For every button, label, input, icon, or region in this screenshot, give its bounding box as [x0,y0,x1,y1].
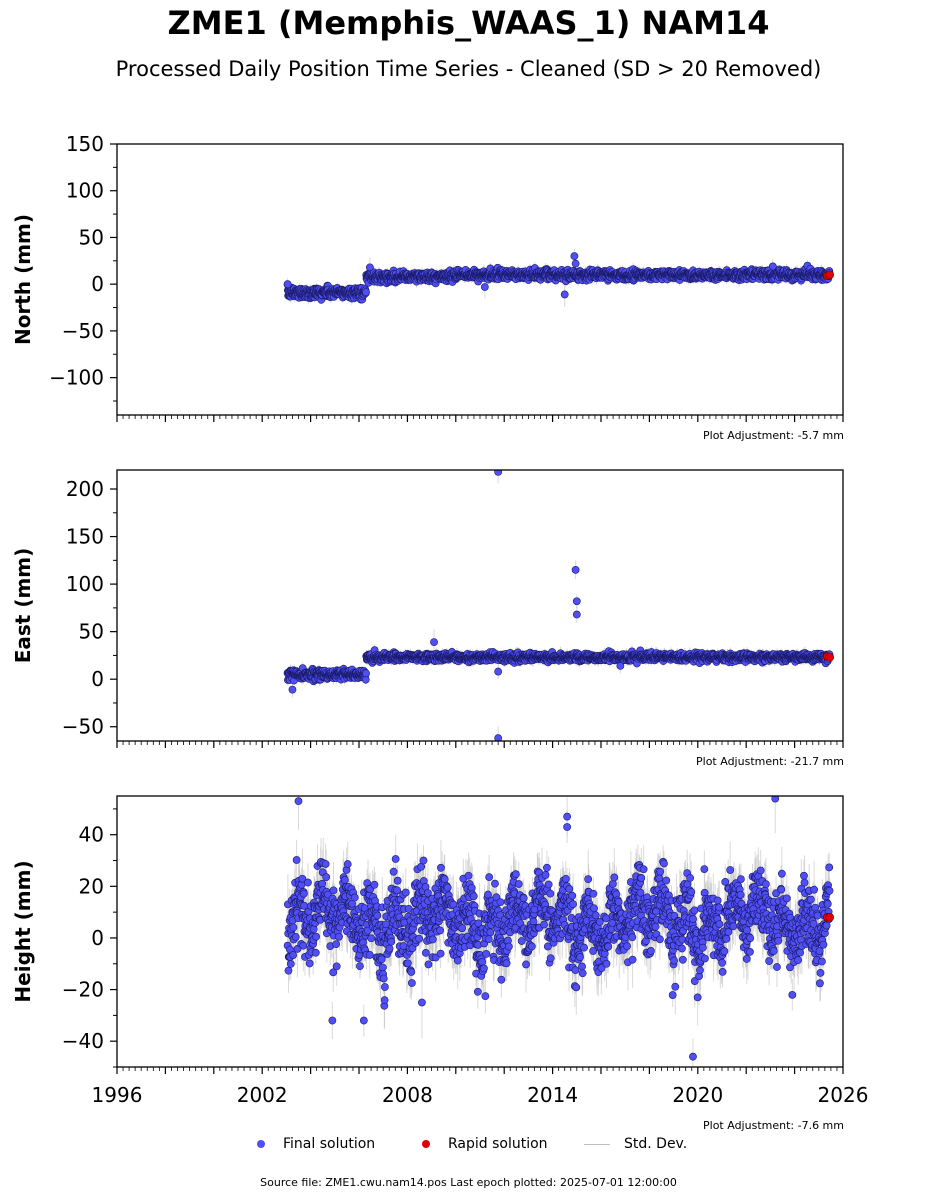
y-tick-label: 0 [91,272,104,296]
final-solution-point [571,259,580,268]
panel-data-0 [283,248,834,307]
y-tick-label: −100 [49,366,104,390]
final-solution-point [362,288,370,297]
final-solution-point [570,252,579,261]
panel-data-1 [283,470,834,741]
y-axis-label: North (mm) [11,214,35,345]
rapid-solution-point [825,270,834,280]
final-solution-point [283,280,292,289]
y-tick-label: −50 [62,319,104,343]
y-tick-label: 100 [66,179,104,203]
final-solution-point [480,283,489,291]
y-tick-label: 150 [66,132,104,156]
panel-0: −100 −50 0 50 100 150 North (mm) [11,132,844,422]
final-solution-point [768,262,777,271]
final-solution-point [365,263,374,272]
page-title: ZME1 (Memphis_WAAS_1) NAM14 [167,4,770,42]
y-tick-label: 50 [79,225,104,249]
final-solution-point [560,290,569,299]
page-subtitle: Processed Daily Position Time Series - C… [115,57,822,81]
